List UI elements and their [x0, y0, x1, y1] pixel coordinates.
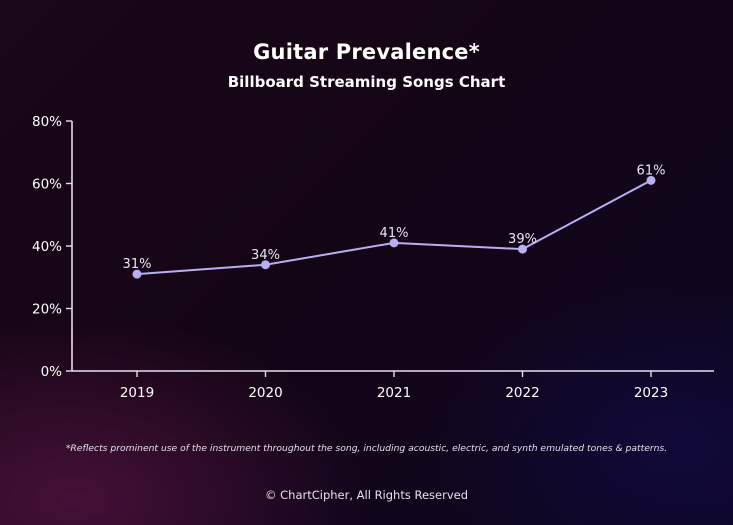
y-tick-label: 0%: [41, 364, 63, 380]
x-tick-label: 2019: [120, 385, 154, 401]
chart-title: Guitar Prevalence*: [253, 40, 480, 64]
x-tick-label: 2023: [634, 385, 668, 401]
y-axis: 0% 20% 40% 60% 80%: [32, 114, 73, 380]
data-point: [132, 269, 142, 279]
data-label: 61%: [637, 163, 666, 178]
y-tick-label: 40%: [32, 239, 62, 255]
data-label: 41%: [380, 226, 409, 241]
copyright-text: © ChartCipher, All Rights Reserved: [264, 488, 469, 502]
data-point: [389, 238, 399, 248]
y-tick-label: 60%: [32, 177, 62, 193]
data-point: [518, 244, 527, 254]
y-tick-label: 80%: [32, 114, 62, 130]
y-tick-label: 20%: [32, 302, 62, 318]
data-point: [646, 175, 656, 185]
x-tick-label: 2022: [505, 385, 539, 401]
footnote: *Reflects prominent use of the instrumen…: [65, 443, 668, 454]
x-axis: 2019 2020 2021 2022 2023: [72, 370, 714, 401]
data-label: 31%: [123, 257, 152, 272]
data-label: 39%: [508, 232, 537, 247]
series: 31% 34% 41% 39% 61%: [123, 163, 666, 279]
data-label: 34%: [251, 248, 280, 263]
x-tick-label: 2021: [377, 385, 411, 401]
chart-subtitle: Billboard Streaming Songs Chart: [227, 73, 506, 91]
x-tick-label: 2020: [248, 385, 282, 401]
data-point: [261, 260, 270, 270]
